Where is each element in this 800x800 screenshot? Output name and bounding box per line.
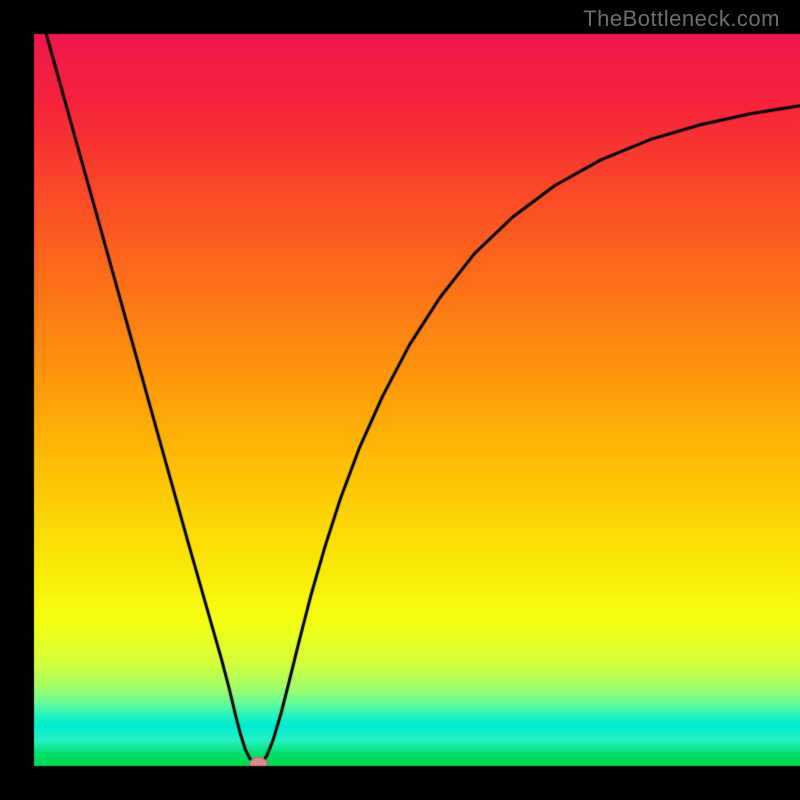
chart-stage: TheBottleneck.com (0, 0, 800, 800)
watermark-text: TheBottleneck.com (583, 6, 780, 32)
bottleneck-chart-canvas (0, 0, 800, 800)
chart-canvas-wrap (0, 0, 800, 800)
